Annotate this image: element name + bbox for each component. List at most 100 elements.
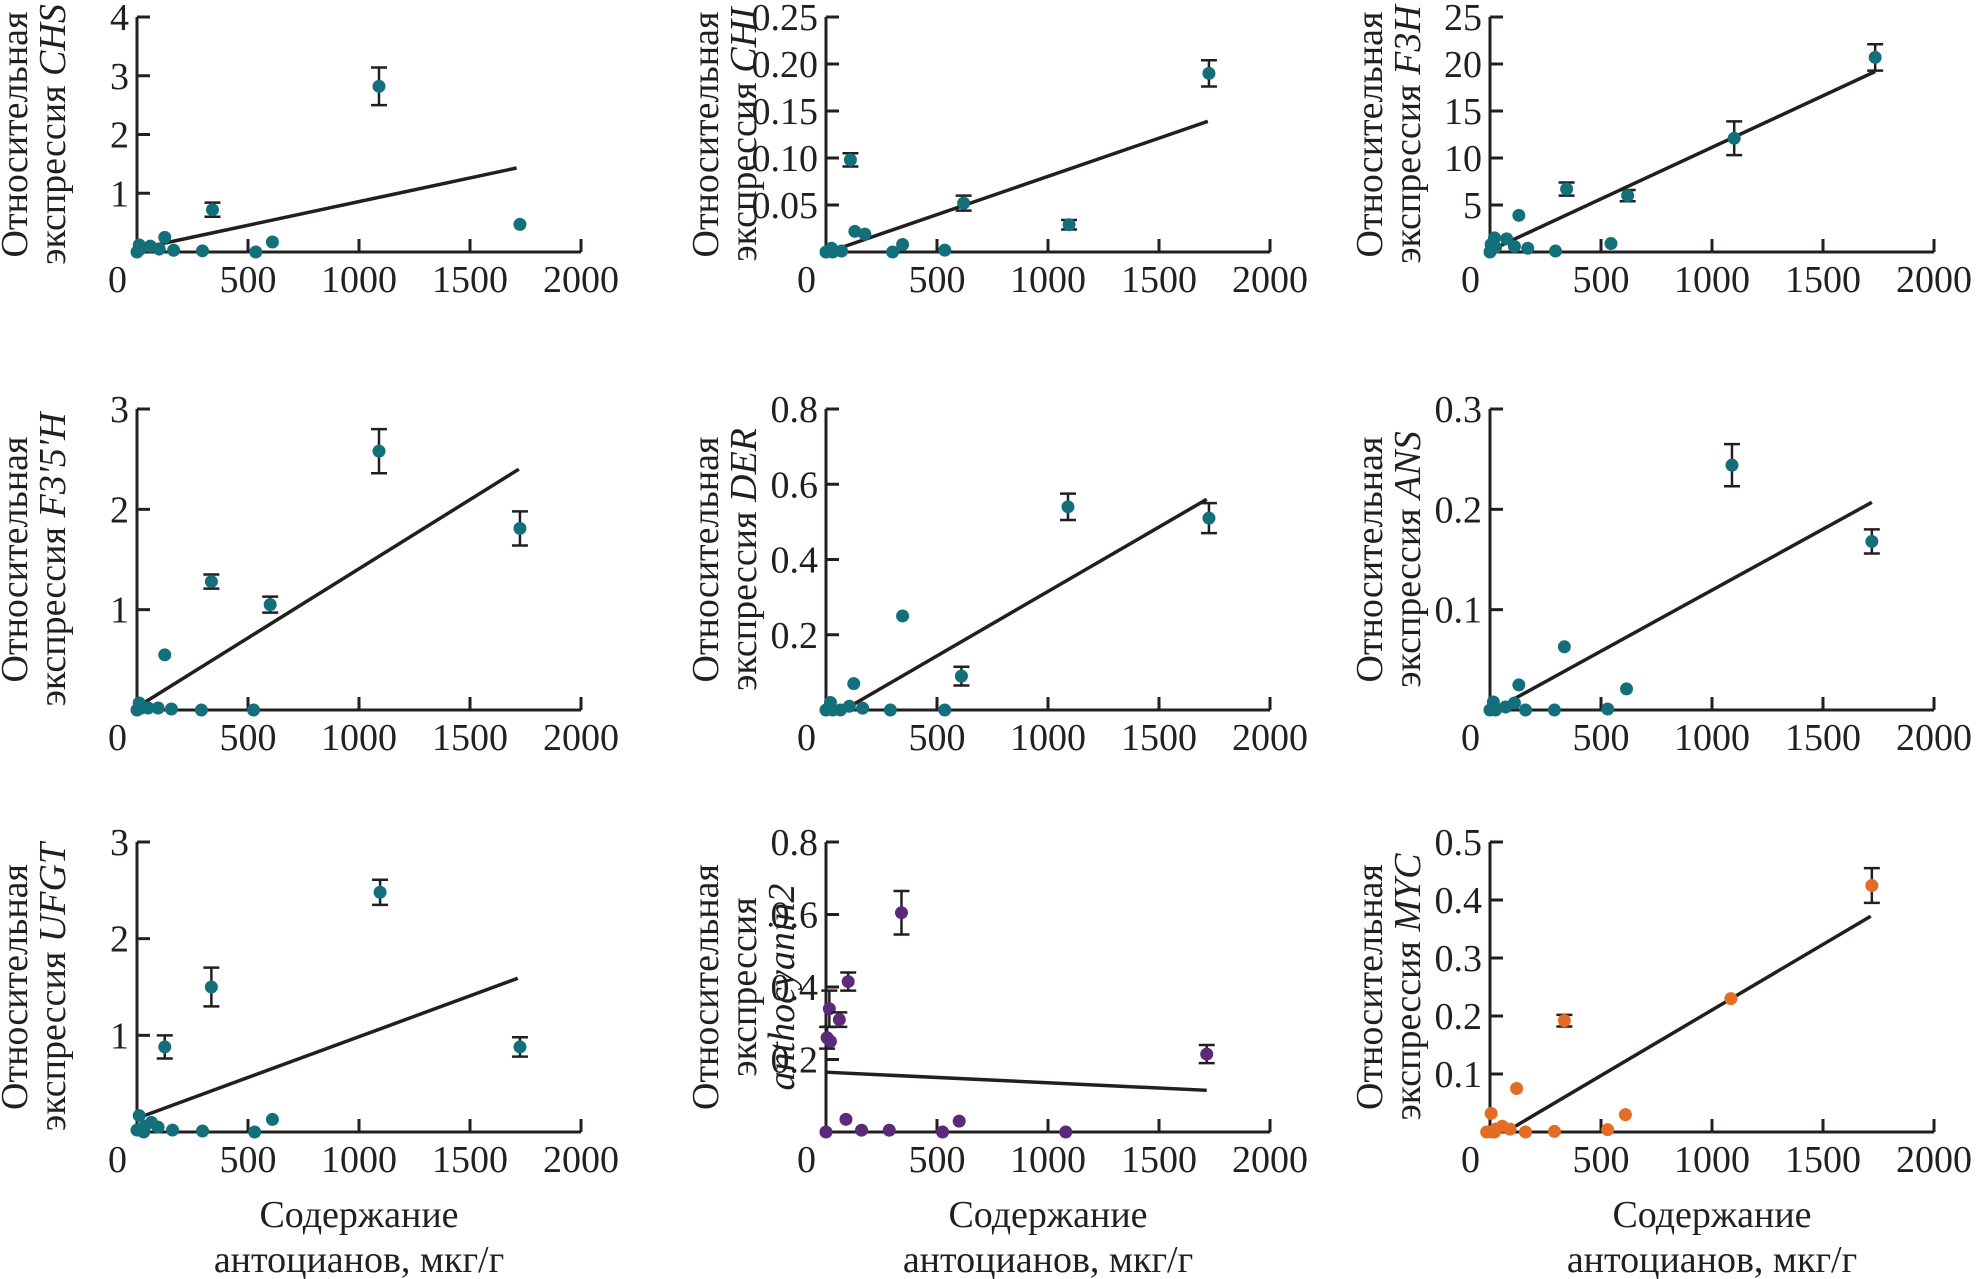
data-point: [938, 243, 952, 257]
trend-line: [842, 497, 1208, 712]
data-point: [158, 648, 172, 662]
x-tick-label: 2000: [1896, 717, 1972, 759]
y-axis-label-prefix: экспрессия: [1387, 932, 1429, 1121]
y-axis-label-line2: экспрессия F3H: [1387, 3, 1429, 264]
x-tick-label: 500: [909, 1139, 966, 1181]
data-point: [1489, 703, 1503, 717]
data-point: [1620, 682, 1634, 696]
data-point: [883, 703, 897, 717]
data-point: [1519, 1125, 1533, 1139]
data-point: [1202, 66, 1216, 80]
x-tick-label: 0: [797, 1139, 816, 1181]
data-point: [957, 196, 971, 210]
data-point: [1868, 50, 1882, 64]
data-point: [1200, 1047, 1214, 1061]
data-point: [1865, 534, 1879, 548]
data-point: [1618, 1108, 1632, 1122]
data-point: [265, 235, 279, 249]
y-tick-label: 0.8: [771, 389, 819, 431]
trend-line: [838, 119, 1209, 250]
y-axis-label-gene: MYC: [1387, 853, 1429, 933]
x-tick-label: 500: [1573, 259, 1630, 301]
data-point: [167, 243, 181, 257]
data-point: [249, 245, 263, 259]
x-tick-label: 2000: [543, 1139, 619, 1181]
data-point: [513, 217, 527, 231]
data-point: [263, 598, 277, 612]
y-tick-label: 0.2: [771, 615, 819, 657]
y-tick-label: 2: [110, 919, 129, 961]
data-point: [855, 1123, 869, 1137]
data-point: [1557, 1014, 1571, 1028]
data-point: [205, 203, 219, 217]
y-tick-label: 20: [1444, 44, 1482, 86]
y-axis-label-line2: экспрессия DER: [723, 428, 765, 691]
data-point: [936, 1125, 950, 1139]
y-tick-label: 0.3: [1435, 389, 1483, 431]
x-tick-label: 2000: [1232, 1139, 1308, 1181]
x-tick-label: 1500: [1785, 1139, 1861, 1181]
y-tick-label: 0.4: [1435, 880, 1483, 922]
y-tick-label: 5: [1463, 185, 1482, 227]
y-tick-label: 0.2: [1435, 489, 1483, 531]
y-axis-label-line2: экспрессия F3'5'H: [32, 410, 74, 706]
data-point: [839, 1112, 853, 1126]
data-point: [1519, 703, 1533, 717]
x-axis-label-line1: Содержание: [948, 1194, 1147, 1236]
data-point: [133, 242, 147, 256]
data-point: [1512, 678, 1526, 692]
data-point: [1489, 240, 1503, 254]
x-tick-label: 2000: [1232, 259, 1308, 301]
data-point: [1484, 1106, 1498, 1120]
y-tick-label: 15: [1444, 91, 1482, 133]
data-point: [843, 153, 857, 167]
data-point: [373, 885, 387, 899]
data-point: [132, 1109, 146, 1123]
data-point: [1601, 702, 1615, 716]
data-point: [1604, 237, 1618, 251]
y-axis-label-line2: экспрессия MYC: [1387, 853, 1429, 1121]
x-tick-label: 0: [108, 259, 127, 301]
trend-line: [825, 1070, 1207, 1093]
data-point: [1548, 244, 1562, 258]
y-axis-label-prefix: экспрессия: [723, 73, 765, 262]
y-axis-label-line1: Относительная: [685, 12, 727, 258]
data-point: [204, 980, 218, 994]
x-tick-label: 1000: [1674, 1139, 1750, 1181]
panel-ufgt: 1 2 3 0 500 1000 1500 2000 Относительнаяэкспресс…: [0, 822, 619, 1279]
x-tick-label: 1500: [1121, 717, 1197, 759]
data-point: [954, 669, 968, 683]
y-axis-label-gene: CHS: [32, 4, 74, 76]
panel-chs: 1 2 3 4 0 500 1000 1500 2000 Относительнаяэкспрес…: [0, 0, 619, 301]
data-point: [952, 1114, 966, 1128]
x-tick-label: 1000: [321, 717, 397, 759]
panel-anthocyanin2: 0.2 0.4 0.6 0.8 0 500 1000 1500 2000 Относительна…: [685, 822, 1308, 1279]
trend-line: [1498, 69, 1876, 248]
panel-f3-5-h: 1 2 3 0 500 1000 1500 2000 Относительнаяэкспресс…: [0, 389, 619, 759]
y-tick-label: 1: [110, 173, 129, 215]
data-point: [1059, 1125, 1073, 1139]
data-point: [1512, 208, 1526, 222]
x-tick-label: 2000: [1896, 259, 1972, 301]
data-point: [1547, 703, 1561, 717]
data-point: [141, 701, 155, 715]
data-point: [151, 1120, 165, 1134]
trend-line: [149, 166, 517, 248]
data-point: [1727, 131, 1741, 145]
x-tick-label: 0: [797, 717, 816, 759]
y-tick-label: 0.6: [771, 895, 819, 937]
data-point: [847, 677, 861, 691]
y-axis-label-prefix: экспрессия: [32, 518, 74, 707]
data-point: [1062, 218, 1076, 232]
y-axis-label-prefix: экспрессия: [1387, 75, 1429, 264]
data-point: [1725, 458, 1739, 472]
trend-line: [142, 467, 520, 705]
x-tick-label: 2000: [543, 259, 619, 301]
data-point: [248, 1125, 262, 1139]
data-point: [1521, 241, 1535, 255]
data-point: [1865, 879, 1879, 892]
y-axis-label-gene: DER: [723, 428, 765, 503]
y-tick-label: 3: [110, 822, 129, 864]
data-point: [882, 1123, 896, 1137]
y-axis-label-line1: Относительная: [1349, 437, 1391, 683]
